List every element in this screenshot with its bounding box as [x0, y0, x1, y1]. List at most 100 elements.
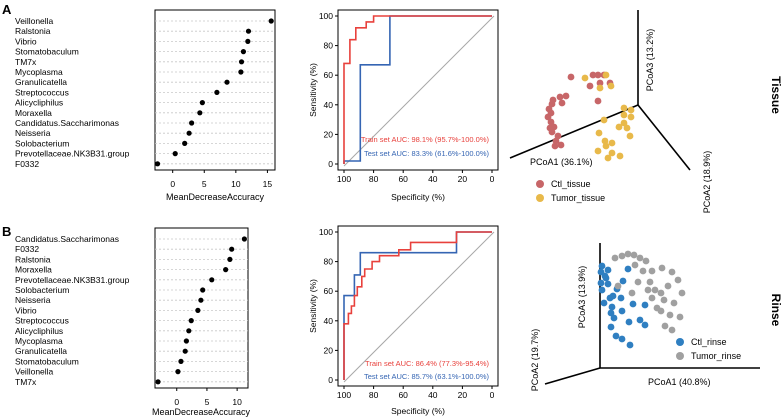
importance-feature-label: Prevotellaceae.NK3B31.group: [15, 149, 130, 159]
pcoa-point-tumor: [661, 322, 669, 330]
importance-feature-label: F0332: [15, 244, 39, 254]
pcoa-point-ctl: [594, 97, 602, 105]
pcoa-point-tumor: [648, 267, 656, 275]
pcoa-point-ctl: [626, 341, 634, 349]
pcoa-point-ctl: [624, 265, 632, 273]
pcoa-axis-x: [509, 104, 639, 159]
pcoa-point-ctl: [558, 99, 566, 107]
importance-feature-label: Solobacterium: [15, 138, 69, 148]
pcoa-point-tumor: [623, 124, 631, 132]
importance-feature-label: Alicycliphilus: [15, 326, 63, 336]
panel-a-letter: A: [2, 2, 12, 17]
pcoa-axis-z-label: PCoA3 (13.2%): [645, 29, 655, 92]
pcoa-axis-x-label: PCoA1 (40.8%): [648, 377, 711, 387]
roc-y-tick-label: 0: [328, 159, 333, 169]
pcoa-axis-x-label: PCoA1 (36.1%): [530, 157, 593, 167]
roc-train-auc-label: Train set AUC: 98.1% (95.7%-100.0%): [361, 135, 490, 144]
importance-feature-label: Streptococcus: [15, 87, 69, 97]
roc-x-tick-label: 60: [398, 174, 408, 184]
roc-x-tick-label: 60: [398, 390, 408, 400]
pcoa-point-tumor: [618, 252, 626, 260]
pcoa-point-ctl: [636, 316, 644, 324]
pcoa-point-tumor: [607, 82, 615, 90]
pcoa-point-tumor: [627, 106, 635, 114]
pcoa-axis-y: [637, 104, 691, 171]
roc-x-tick-label: 0: [490, 174, 495, 184]
importance-point: [178, 358, 184, 364]
roc-y-tick-label: 80: [324, 257, 334, 267]
importance-feature-label: F0332: [15, 159, 39, 169]
importance-feature-label: Solobacterium: [15, 285, 69, 295]
roc-test-auc-label: Test set AUC: 83.3% (61.6%-100.0%): [364, 149, 490, 158]
pcoa-point-tumor: [642, 257, 650, 265]
importance-x-tick-label: 5: [202, 179, 207, 189]
pcoa-point-ctl: [629, 300, 637, 308]
pcoa-point-ctl: [548, 100, 556, 108]
legend-swatch-ctl: [676, 338, 684, 346]
importance-point: [197, 110, 203, 116]
pcoa-point-ctl: [562, 92, 570, 100]
panel-b-letter: B: [2, 224, 11, 239]
legend-swatch-tumor: [676, 352, 684, 360]
pcoa-point-ctl: [598, 286, 606, 294]
pcoa-point-ctl: [604, 266, 612, 274]
pcoa-point-ctl: [602, 274, 610, 282]
pcoa-point-ctl: [617, 294, 625, 302]
pcoa-point-ctl: [619, 277, 627, 285]
pcoa-point-tumor: [614, 282, 622, 290]
importance-point: [238, 59, 245, 65]
pcoa-point-tumor: [615, 123, 623, 131]
importance-point: [209, 277, 215, 283]
importance-xlabel: MeanDecreaseAccuracy: [166, 192, 265, 202]
importance-feature-label: Mycoplasma: [15, 336, 63, 346]
roc-diagonal: [343, 231, 495, 383]
roc-x-tick-label: 40: [428, 174, 438, 184]
importance-point: [227, 256, 233, 262]
importance-point: [223, 267, 229, 273]
pcoa-point-ctl: [551, 142, 559, 150]
importance-x-tick-label: 15: [263, 179, 273, 189]
importance-point: [154, 161, 161, 167]
pcoa-point-tumor: [678, 289, 686, 297]
pcoa-point-ctl: [544, 113, 552, 121]
pcoa-axis-y-label: PCoA2 (18.9%): [702, 151, 712, 214]
pcoa-point-tumor: [676, 313, 684, 321]
roc-y-tick-label: 40: [324, 100, 334, 110]
roc-x-tick-label: 100: [337, 390, 351, 400]
pcoa-point-ctl: [604, 280, 612, 288]
importance-feature-label: Neisseria: [15, 295, 51, 305]
roc-train-curve: [343, 15, 492, 164]
pcoa-plot-a: PCoA3 (13.2%) PCoA1 (36.1%) PCoA2 (18.9%…: [509, 10, 712, 214]
importance-point: [186, 130, 192, 136]
roc-y-tick-label: 60: [324, 286, 334, 296]
pcoa-point-tumor: [616, 152, 624, 160]
pcoa-point-tumor: [634, 278, 642, 286]
importance-point: [214, 89, 220, 95]
importance-point: [238, 69, 244, 75]
importance-feature-label: Granulicatella: [15, 346, 67, 356]
pcoa-point-ctl: [597, 279, 605, 287]
pcoa-point-tumor: [644, 286, 652, 294]
pcoa-axis-y: [544, 367, 601, 385]
importance-plot-a: VeillonellaRalstoniaVibrioStomatobaculum…: [15, 9, 276, 202]
pcoa-axis-z-label: PCoA3 (13.9%): [577, 266, 587, 329]
pcoa-point-tumor: [666, 311, 674, 319]
pcoa-point-ctl: [557, 141, 565, 149]
roc-xlabel: Specificity (%): [391, 192, 445, 202]
pcoa-point-tumor: [624, 250, 632, 258]
roc-xlabel: Specificity (%): [391, 406, 445, 416]
roc-plot-b: 0 0 20 20 40 40 60 60 80 80 100 100 Train set AUC: …: [308, 225, 499, 416]
importance-feature-label: Stomatobaculum: [15, 47, 79, 57]
roc-x-tick-label: 0: [490, 390, 495, 400]
pcoa-point-tumor: [581, 74, 589, 82]
pcoa-point-tumor: [596, 84, 604, 92]
importance-feature-label: Alicycliphilus: [15, 98, 63, 108]
importance-frame: [154, 227, 249, 389]
pcoa-point-ctl: [586, 82, 594, 90]
importance-feature-label: Moraxella: [15, 265, 52, 275]
roc-diagonal: [343, 15, 495, 167]
pcoa-point-tumor: [631, 261, 639, 269]
roc-y-tick-label: 80: [324, 41, 334, 51]
importance-feature-label: Ralstonia: [15, 254, 51, 264]
importance-feature-label: Neisseria: [15, 128, 51, 138]
